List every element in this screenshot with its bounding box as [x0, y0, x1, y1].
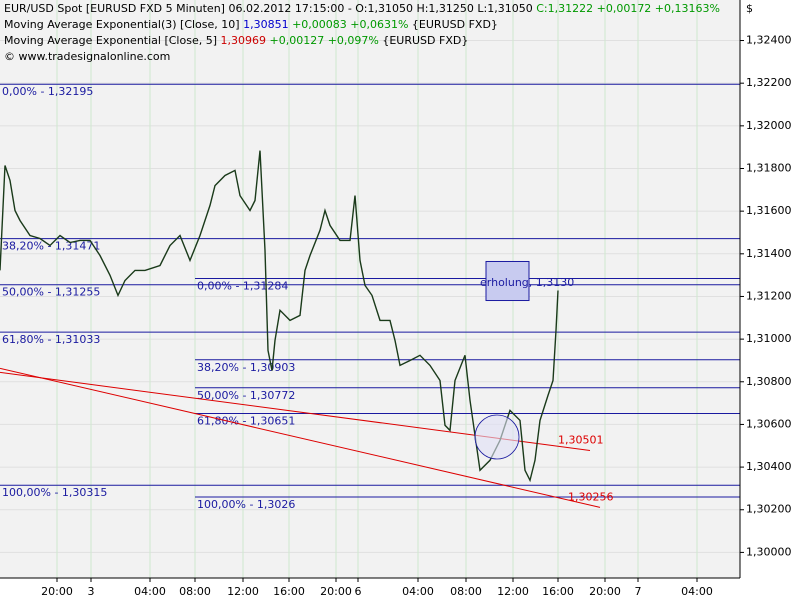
annotation-label: erholung, 1,3130: [480, 276, 574, 289]
fib-label: 100,00% - 1,30315: [2, 486, 107, 499]
x-tick-label: 16:00: [542, 585, 574, 598]
header-segment: +0,00083 +0,0631%: [289, 18, 409, 31]
header-segment: © www.tradesignalonline.com: [4, 50, 170, 63]
annotation-box: [485, 260, 530, 302]
x-tick-label: 16:00: [273, 585, 305, 598]
x-tick-label: 12:00: [227, 585, 259, 598]
fib-label: 0,00% - 1,31284: [197, 280, 288, 293]
x-tick-label: 08:00: [450, 585, 482, 598]
header-line: EUR/USD Spot [EURUSD FXD 5 Minuten] 06.0…: [4, 2, 720, 15]
x-tick-label: 04:00: [134, 585, 166, 598]
header-segment: C:1,31222 +0,00172 +0,13163%: [536, 2, 720, 15]
y-tick-label: 1,30600: [746, 417, 792, 430]
fib-label: 61,80% - 1,31033: [2, 333, 100, 346]
x-tick-label: 04:00: [681, 585, 713, 598]
header-segment: 1,30851: [243, 18, 289, 31]
x-tick-label: 04:00: [402, 585, 434, 598]
x-tick-label: 20:00: [41, 585, 73, 598]
fib-label: 38,20% - 1,31471: [2, 240, 100, 253]
header-line: Moving Average Exponential(3) [Close, 10…: [4, 18, 498, 31]
header-line: Moving Average Exponential [Close, 5] 1,…: [4, 34, 468, 47]
y-tick-label: 1,31000: [746, 332, 792, 345]
fib-label: 61,80% - 1,30651: [197, 415, 295, 428]
header-segment: +0,00127 +0,097%: [266, 34, 379, 47]
y-tick-label: 1,32000: [746, 119, 792, 132]
highlight-circle: [474, 414, 520, 460]
fib-label: 50,00% - 1,30772: [197, 389, 295, 402]
y-tick-label: 1,31400: [746, 247, 792, 260]
header-segment: 1,30969: [221, 34, 267, 47]
fib-label: 50,00% - 1,31255: [2, 286, 100, 299]
x-tick-label: 08:00: [179, 585, 211, 598]
x-tick-label: 3: [88, 585, 95, 598]
layer: 0,00% - 1,32195 38,20% - 1,31471 50,00% - …: [0, 0, 740, 578]
price-line: [0, 150, 559, 483]
plot-area: [0, 0, 740, 578]
trendline-label: 1,30256: [568, 490, 614, 503]
currency: $: [746, 2, 753, 15]
y-tick-label: 1,30800: [746, 375, 792, 388]
fib-label: 100,00% - 1,3026: [197, 498, 295, 511]
header-segment: Moving Average Exponential [Close, 5]: [4, 34, 221, 47]
header-line: © www.tradesignalonline.com: [4, 50, 170, 63]
y-tick-label: 1,32400: [746, 34, 792, 47]
header-segment: {EURUSD FXD}: [379, 34, 468, 47]
y-tick-label: 1,30000: [746, 545, 792, 558]
x-tick-label: 12:00: [497, 585, 529, 598]
header-segment: {EURUSD FXD}: [408, 18, 497, 31]
y-tick-label: 1,31600: [746, 204, 792, 217]
y-tick-label: 1,30400: [746, 460, 792, 473]
header-segment: Moving Average Exponential(3) [Close, 10…: [4, 18, 243, 31]
x-tick-label: 7: [635, 585, 642, 598]
y-tick-label: 1,30200: [746, 503, 792, 516]
fib-label: 38,20% - 1,30903: [197, 361, 295, 374]
fib-label: 0,00% - 1,32195: [2, 85, 93, 98]
y-tick-label: 1,32200: [746, 76, 792, 89]
trendline-label: 1,30501: [558, 433, 604, 446]
x-tick-label: 20:00: [320, 585, 352, 598]
x-tick-label: 20:00: [589, 585, 621, 598]
header-segment: EUR/USD Spot [EURUSD FXD 5 Minuten] 06.0…: [4, 2, 536, 15]
trendline: [0, 367, 601, 508]
y-tick-label: 1,31200: [746, 289, 792, 302]
x-tick-label: 6: [355, 585, 362, 598]
y-tick-label: 1,31800: [746, 161, 792, 174]
